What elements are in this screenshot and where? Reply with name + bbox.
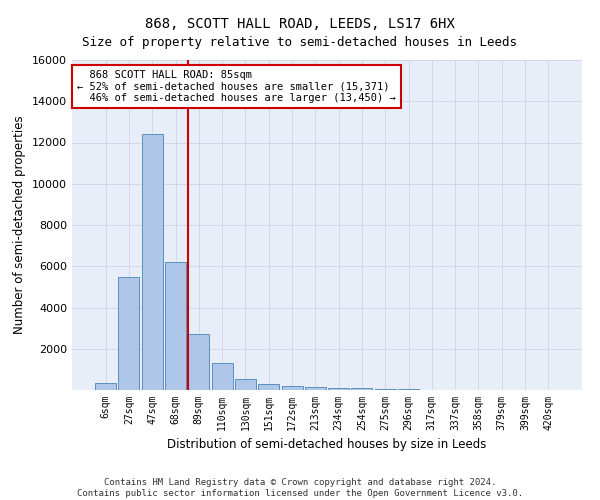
Bar — [328, 388, 349, 390]
Bar — [142, 134, 163, 390]
Bar — [281, 386, 302, 390]
Text: 868, SCOTT HALL ROAD, LEEDS, LS17 6HX: 868, SCOTT HALL ROAD, LEEDS, LS17 6HX — [145, 18, 455, 32]
Bar — [398, 389, 419, 390]
Text: 868 SCOTT HALL ROAD: 85sqm
← 52% of semi-detached houses are smaller (15,371)
  : 868 SCOTT HALL ROAD: 85sqm ← 52% of semi… — [77, 70, 396, 103]
Bar — [188, 334, 209, 390]
Bar — [375, 389, 396, 390]
Bar — [212, 363, 233, 390]
Y-axis label: Number of semi-detached properties: Number of semi-detached properties — [13, 116, 26, 334]
Bar — [235, 378, 256, 390]
Bar — [118, 276, 139, 390]
Bar — [165, 262, 186, 390]
X-axis label: Distribution of semi-detached houses by size in Leeds: Distribution of semi-detached houses by … — [167, 438, 487, 452]
Bar — [305, 387, 326, 390]
Text: Size of property relative to semi-detached houses in Leeds: Size of property relative to semi-detach… — [83, 36, 517, 49]
Text: Contains HM Land Registry data © Crown copyright and database right 2024.
Contai: Contains HM Land Registry data © Crown c… — [77, 478, 523, 498]
Bar — [352, 388, 373, 390]
Bar — [258, 384, 279, 390]
Bar — [95, 384, 116, 390]
